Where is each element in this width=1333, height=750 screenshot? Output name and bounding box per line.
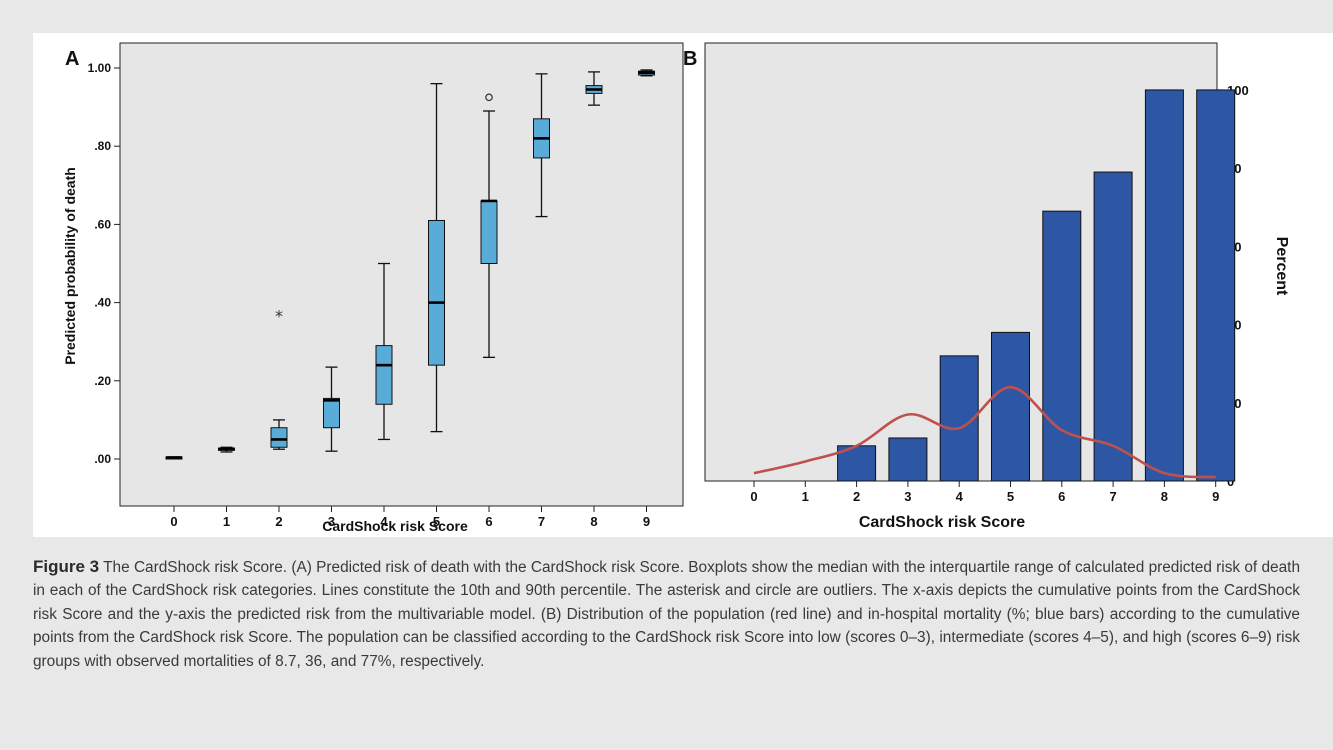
panel-a-y-tick-label: 1.00 xyxy=(88,61,112,75)
panel-a-axes: .00 .20 .40 .60 .80 1.00 0 1 2 3 4 5 6 7 8 9 xyxy=(88,61,650,529)
outlier-circle xyxy=(485,93,493,102)
bar-score-8 xyxy=(1144,89,1184,482)
panel-b-x-tick-label: 8 xyxy=(1161,489,1168,504)
bar-score-3 xyxy=(888,437,928,482)
panel-a-boxplot: A Predicted probability of death CardSho… xyxy=(62,42,684,534)
panel-b-marks xyxy=(753,89,1236,482)
panel-b-bar-chart: B Percent CardShock risk Score 020406080… xyxy=(683,42,1290,531)
bar-score-6 xyxy=(1042,210,1082,482)
panel-a-x-tick-label: 2 xyxy=(275,514,282,529)
bar-score-5 xyxy=(991,331,1030,482)
panel-b-x-tick-label: 2 xyxy=(853,489,860,504)
outlier-asterisk: * xyxy=(275,306,283,325)
panel-b-x-tick-label: 9 xyxy=(1212,489,1219,504)
panel-b-x-tick-label: 0 xyxy=(750,489,757,504)
bar-score-7 xyxy=(1093,171,1133,482)
box-iqr xyxy=(375,345,393,405)
panel-b-x-tick-label: 5 xyxy=(1007,489,1014,504)
panel-a-x-tick-label: 1 xyxy=(223,514,230,529)
panel-a-x-tick-label: 6 xyxy=(485,514,492,529)
panel-a-y-tick-label: .20 xyxy=(94,374,111,388)
charts-svg: A Predicted probability of death CardSho… xyxy=(62,42,1290,534)
box-5 xyxy=(428,82,445,433)
box-iqr xyxy=(480,200,498,265)
box-7 xyxy=(533,73,550,218)
figure-caption: Figure 3 The CardShock risk Score. (A) P… xyxy=(33,555,1300,673)
box-9 xyxy=(638,69,655,77)
box-2 xyxy=(270,419,288,450)
panel-b-x-tick-label: 7 xyxy=(1109,489,1116,504)
panel-b-x-tick-label: 1 xyxy=(802,489,809,504)
panel-a-label: A xyxy=(65,48,79,70)
panel-b-x-axis-label: CardShock risk Score xyxy=(859,514,1025,531)
box-iqr xyxy=(323,397,340,429)
panel-a-y-tick-label: .80 xyxy=(94,139,111,153)
panel-a-marks: * xyxy=(165,69,655,460)
panel-a-y-tick-label: .40 xyxy=(94,296,111,310)
panel-a-y-tick-label: .00 xyxy=(94,452,111,466)
box-1 xyxy=(218,446,235,453)
panel-a-plot-background xyxy=(119,42,684,507)
population-distribution-line xyxy=(753,385,1216,479)
panel-b-y-axis-label: Percent xyxy=(1273,237,1290,296)
panel-a-x-tick-label: 8 xyxy=(590,514,597,529)
panel-a-x-axis-label: CardShock risk Score xyxy=(322,518,468,534)
panel-a-y-tick-label: .60 xyxy=(94,217,111,231)
panel-a-x-tick-label: 5 xyxy=(433,514,440,529)
box-6 xyxy=(480,110,498,358)
figure-panel: A Predicted probability of death CardSho… xyxy=(33,33,1333,537)
panel-a-x-tick-label: 7 xyxy=(538,514,545,529)
panel-b-x-tick-label: 4 xyxy=(956,489,964,504)
box-0 xyxy=(165,456,183,460)
box-4 xyxy=(375,262,393,441)
panel-a-x-tick-label: 4 xyxy=(380,514,388,529)
panel-a-x-tick-label: 0 xyxy=(170,514,177,529)
panel-a-y-axis-label: Predicted probability of death xyxy=(62,167,78,365)
bar-score-9 xyxy=(1196,89,1236,482)
box-iqr xyxy=(270,427,288,448)
panel-b-x-tick-label: 6 xyxy=(1058,489,1065,504)
box-iqr xyxy=(428,219,445,366)
panel-a-x-tick-label: 3 xyxy=(328,514,335,529)
box-3 xyxy=(323,366,340,452)
box-8 xyxy=(585,71,603,106)
panel-a-x-tick-label: 9 xyxy=(643,514,650,529)
caption-label: Figure 3 xyxy=(33,557,100,576)
panel-b-x-tick-label: 3 xyxy=(904,489,911,504)
panel-b-label: B xyxy=(683,48,697,70)
caption-text: The CardShock risk Score. (A) Predicted … xyxy=(33,559,1301,670)
